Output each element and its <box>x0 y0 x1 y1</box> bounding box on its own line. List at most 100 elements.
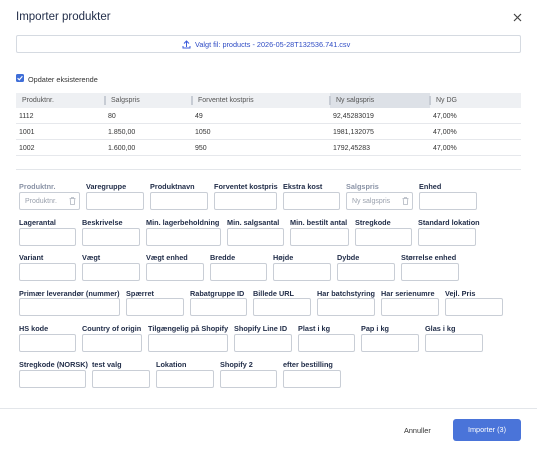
field-label: Stregkode <box>355 218 391 227</box>
table-header: Produktnr. <box>16 93 105 108</box>
text-input[interactable] <box>227 228 284 246</box>
table-cell: 1.600,00 <box>108 145 136 152</box>
text-input[interactable] <box>425 334 483 352</box>
footer-divider <box>0 408 537 409</box>
column-separator <box>104 96 106 105</box>
field-label: Har batchstyring <box>317 289 375 298</box>
field-label: test valg <box>92 360 122 369</box>
text-input[interactable] <box>445 298 503 316</box>
text-input[interactable] <box>419 192 477 210</box>
text-input[interactable] <box>381 298 439 316</box>
table-cell: 1792,45283 <box>333 145 370 152</box>
text-input[interactable] <box>19 334 76 352</box>
table-cell: 49 <box>195 113 203 120</box>
table-cell: 1050 <box>195 129 211 136</box>
text-input[interactable] <box>156 370 214 388</box>
field-label: Glas i kg <box>425 324 456 333</box>
text-input[interactable] <box>146 228 221 246</box>
table-header: Salgspris <box>104 93 192 108</box>
field-label: Shopify Line ID <box>234 324 288 333</box>
input-placeholder: Ny salgspris <box>352 198 391 205</box>
column-separator <box>191 96 193 105</box>
field-label: Min. salgsantal <box>227 218 280 227</box>
text-input[interactable] <box>190 298 247 316</box>
text-input[interactable] <box>82 228 140 246</box>
text-input[interactable] <box>220 370 277 388</box>
text-input[interactable] <box>19 298 120 316</box>
table-cell: 47,00% <box>433 145 457 152</box>
checkbox[interactable] <box>16 74 24 82</box>
field-label: Variant <box>19 253 44 262</box>
field-label: Varegruppe <box>86 182 127 191</box>
table-cell: 950 <box>195 145 207 152</box>
table-row-border <box>16 123 521 124</box>
field-label: Min. bestilt antal <box>290 218 348 227</box>
text-input[interactable] <box>283 370 341 388</box>
text-input[interactable] <box>273 263 331 281</box>
text-input[interactable] <box>19 370 86 388</box>
table-cell: 92,45283019 <box>333 113 374 120</box>
field-label: Country of origin <box>82 324 142 333</box>
text-input[interactable] <box>234 334 292 352</box>
field-label: Min. lagerbeholdning <box>146 218 220 227</box>
text-input[interactable] <box>19 263 76 281</box>
field-label: Stregkode (NORSK) <box>19 360 88 369</box>
field-label: Produktnavn <box>150 182 195 191</box>
table-row-border <box>16 155 521 156</box>
close-button[interactable] <box>513 13 522 22</box>
text-input[interactable] <box>148 334 228 352</box>
table-cell: 1112 <box>19 113 34 120</box>
field-label: Lagerantal <box>19 218 56 227</box>
text-input[interactable] <box>126 298 184 316</box>
field-label: Standard lokation <box>418 218 480 227</box>
field-label: Shopify 2 <box>220 360 253 369</box>
dialog-title: Importer produkter <box>16 11 111 23</box>
field-label: Rabatgruppe ID <box>190 289 245 298</box>
file-button[interactable]: Valgt fil: products - 2026-05-28T132536.… <box>16 35 521 53</box>
text-input[interactable] <box>150 192 208 210</box>
text-input[interactable] <box>253 298 311 316</box>
field-label: Størrelse enhed <box>401 253 457 262</box>
text-input[interactable] <box>283 192 340 210</box>
text-input[interactable] <box>290 228 349 246</box>
text-input[interactable] <box>214 192 277 210</box>
text-input[interactable]: Ny salgspris <box>346 192 413 210</box>
column-header: Forventet kostpris <box>198 97 254 104</box>
field-label: Plast i kg <box>298 324 331 333</box>
field-label: Vejl. Pris <box>445 289 476 298</box>
text-input[interactable] <box>418 228 476 246</box>
text-input[interactable] <box>210 263 267 281</box>
text-input[interactable] <box>146 263 204 281</box>
text-input[interactable] <box>19 228 76 246</box>
file-name: Valgt fil: products - 2026-05-28T132536.… <box>195 40 351 49</box>
text-input[interactable] <box>82 263 140 281</box>
field-label: Primær leverandør (nummer) <box>19 289 120 298</box>
table-cell: 1981,132075 <box>333 129 374 136</box>
trash-icon[interactable] <box>402 197 409 205</box>
text-input[interactable] <box>361 334 419 352</box>
table-cell: 47,00% <box>433 113 457 120</box>
column-header: Produktnr. <box>22 97 54 104</box>
text-input[interactable] <box>317 298 375 316</box>
field-label: Tilgængelig på Shopify <box>148 324 229 333</box>
text-input[interactable] <box>401 263 459 281</box>
table-header: Ny salgspris <box>329 93 430 108</box>
table-cell: 1002 <box>19 145 35 152</box>
column-header: Ny salgspris <box>336 97 375 104</box>
field-label: Højde <box>273 253 294 262</box>
table-header: Forventet kostpris <box>191 93 330 108</box>
table-cell: 80 <box>108 113 116 120</box>
text-input[interactable]: Produktnr. <box>19 192 80 210</box>
text-input[interactable] <box>337 263 395 281</box>
text-input[interactable] <box>86 192 144 210</box>
text-input[interactable] <box>355 228 412 246</box>
text-input[interactable] <box>82 334 142 352</box>
trash-icon[interactable] <box>69 197 76 205</box>
text-input[interactable] <box>92 370 150 388</box>
submit-button[interactable]: Importer (3) <box>453 419 521 441</box>
field-label: Spærret <box>126 289 154 298</box>
text-input[interactable] <box>298 334 355 352</box>
field-label: Billede URL <box>253 289 294 298</box>
cancel-button[interactable]: Annuller <box>404 426 431 435</box>
